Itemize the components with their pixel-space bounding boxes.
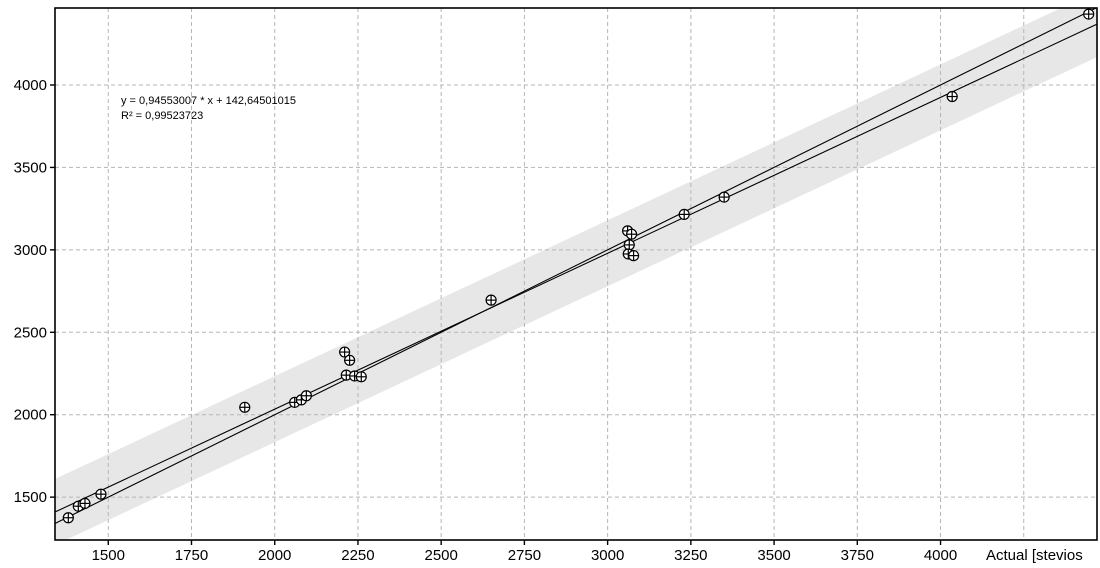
- data-point-marker: [339, 346, 351, 358]
- x-tick-label: 3750: [841, 547, 874, 564]
- y-axis-tick-labels: 1500 2000 2500 3000 3500 4000: [14, 77, 47, 506]
- x-axis-tick-labels: 1500 1750 2000 2250 2500 2750 3000 3250 3500 3750…: [92, 547, 958, 564]
- x-tick-label: 3250: [674, 547, 707, 564]
- data-point-marker: [623, 239, 635, 251]
- x-tick-label: 2250: [341, 547, 374, 564]
- data-point-marker: [79, 497, 91, 510]
- plot-frame: [54, 7, 1098, 541]
- y-tick-label: 4000: [14, 77, 47, 94]
- x-tick-label: 2750: [508, 547, 541, 564]
- data-point-marker: [485, 294, 497, 306]
- x-tick-label: 3500: [757, 547, 790, 564]
- y-tick-label: 2000: [14, 407, 47, 424]
- data-point-marker: [95, 488, 107, 500]
- regression-line: [55, 23, 1097, 513]
- data-point-marker: [627, 250, 640, 262]
- y-tick-label: 1500: [14, 489, 47, 506]
- data-point-marker: [678, 208, 690, 221]
- data-point-marker: [946, 90, 958, 103]
- x-tick-label: 2000: [258, 547, 291, 564]
- data-point-marker: [300, 390, 312, 402]
- fit-r-squared-text: R² = 0,99523723: [121, 110, 204, 123]
- fit-equation-text: y = 0,94553007 * x + 142,64501015: [121, 95, 296, 107]
- y-tick-label: 3000: [14, 242, 47, 259]
- data-point-marker: [718, 191, 730, 203]
- x-tick-label: 4000: [924, 547, 957, 564]
- gridlines: [55, 8, 1097, 540]
- confidence-band: [55, 8, 1097, 540]
- fit-annotation: y = 0,94553007 * x + 142,64501015 R² = 0…: [121, 94, 296, 125]
- lines: [55, 8, 1097, 525]
- y-tick-label: 2500: [14, 324, 47, 341]
- x-tick-label: 2500: [424, 547, 457, 564]
- y-tick-label: 3500: [14, 159, 47, 176]
- data-point-marker: [625, 228, 638, 240]
- data-point-marker: [62, 512, 74, 524]
- data-point-marker: [72, 500, 84, 512]
- data-point-marker: [355, 371, 367, 383]
- data-point-marker: [1083, 8, 1095, 20]
- data-point-marker: [344, 354, 356, 366]
- identity-line: [55, 8, 1097, 525]
- axis-ticks: [50, 84, 942, 545]
- x-tick-label: 1750: [175, 547, 208, 564]
- x-tick-label: 1500: [92, 547, 125, 564]
- x-axis-title: Actual [stevios: [986, 547, 1083, 564]
- data-point-marker: [239, 401, 251, 413]
- data-points: [62, 8, 1095, 524]
- x-tick-label: 3000: [591, 547, 624, 564]
